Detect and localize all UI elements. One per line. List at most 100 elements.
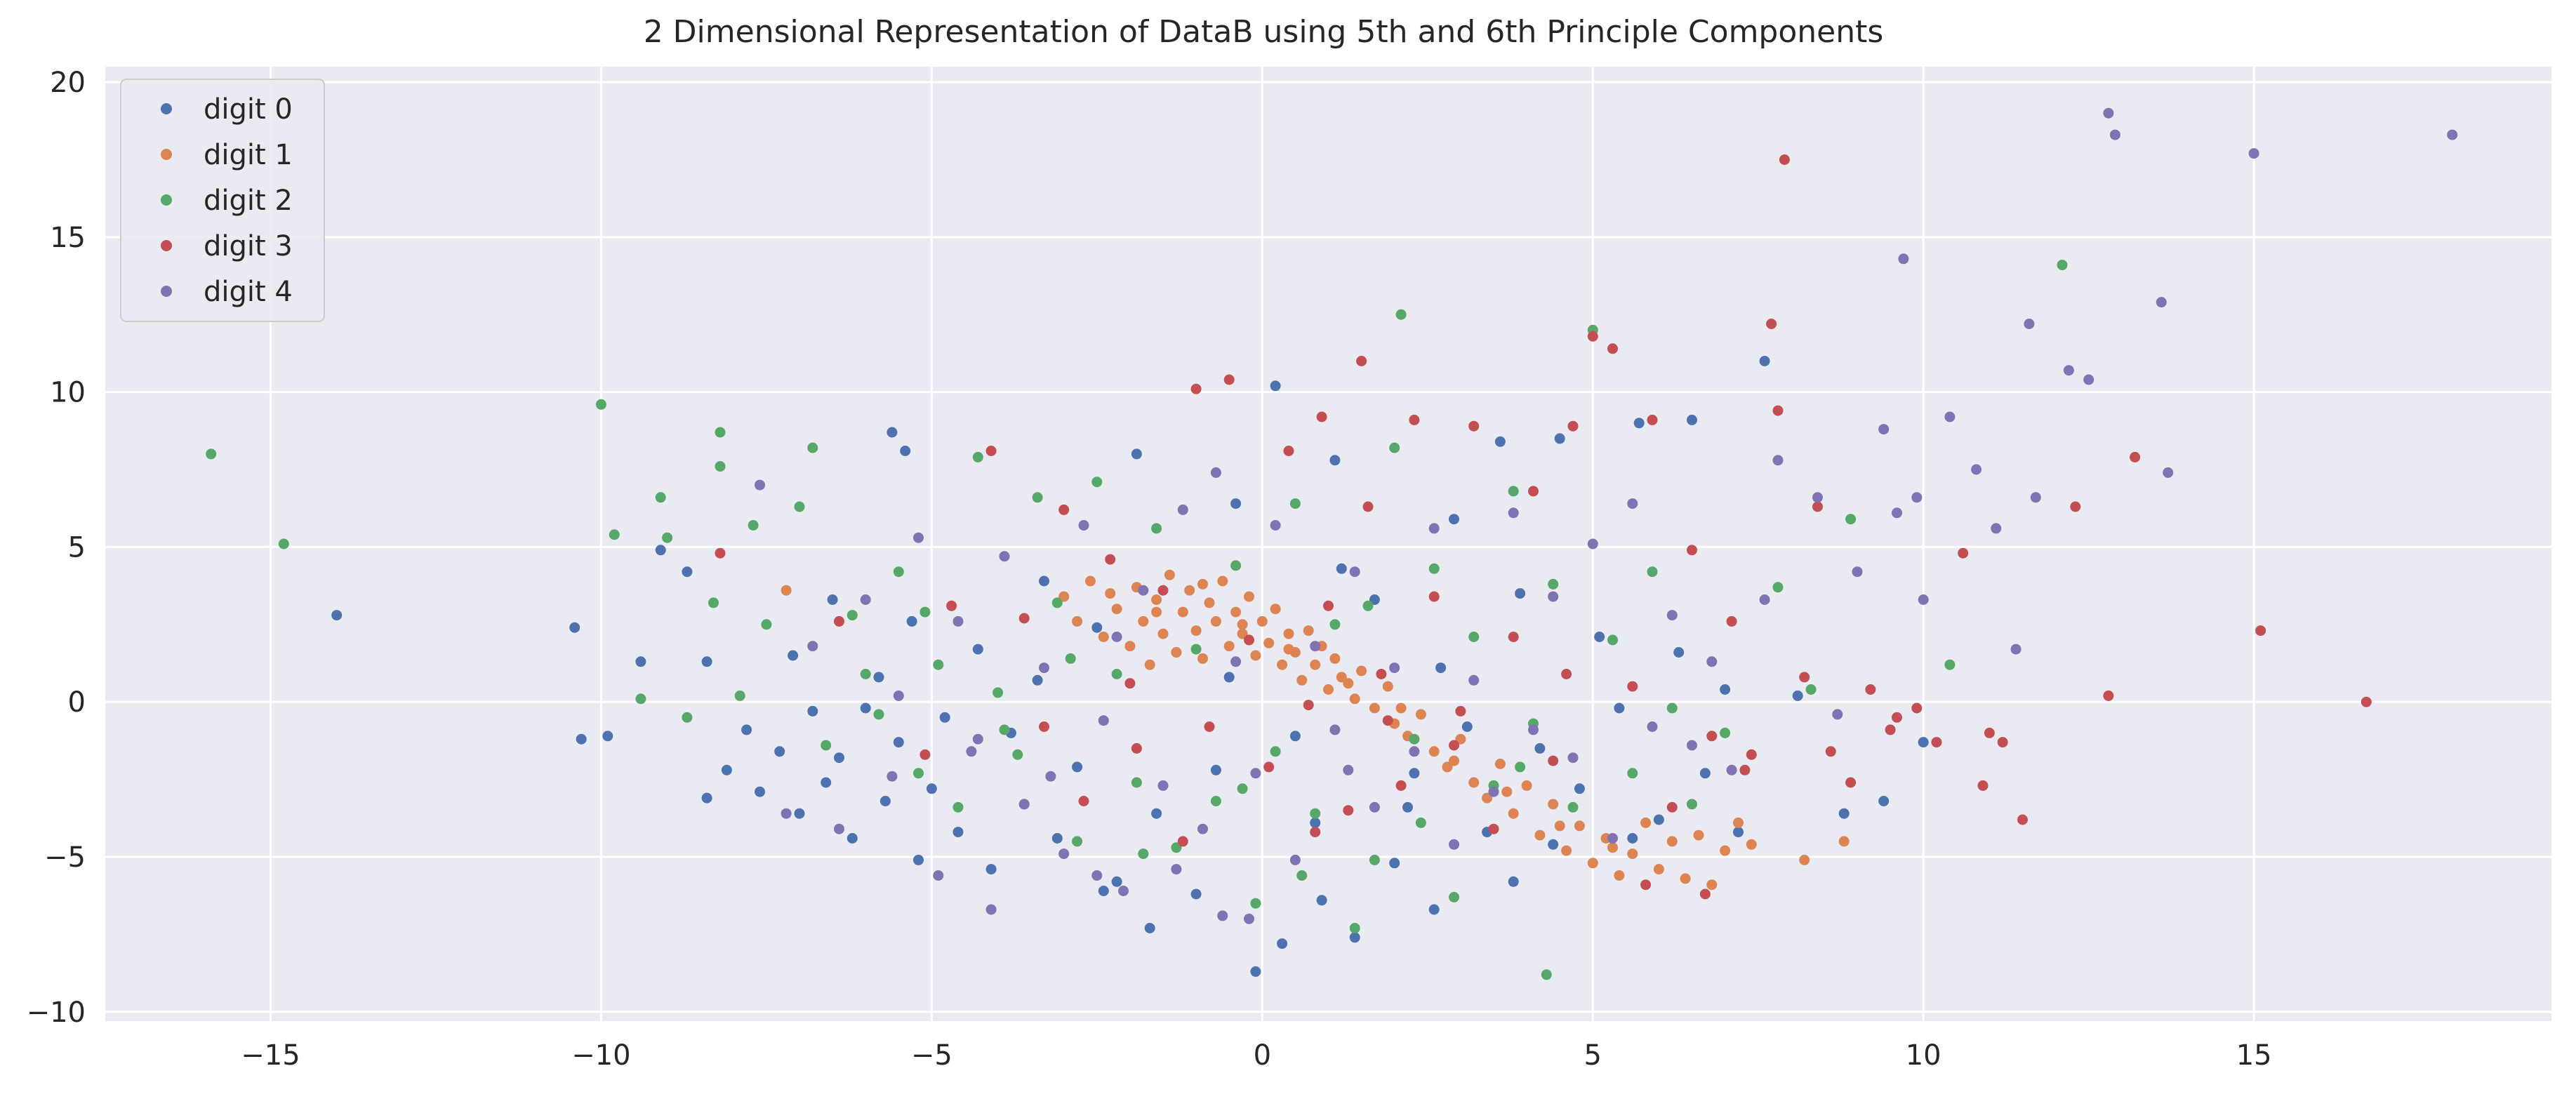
data-point bbox=[2010, 644, 2021, 655]
data-point bbox=[946, 600, 957, 611]
data-point bbox=[972, 733, 983, 745]
data-point bbox=[1449, 891, 1459, 902]
y-tick-label: −5 bbox=[44, 841, 86, 874]
data-point bbox=[1720, 684, 1731, 695]
legend-item[interactable]: digit 2 bbox=[161, 185, 293, 217]
data-point bbox=[1389, 442, 1400, 453]
data-point bbox=[1415, 817, 1426, 828]
data-point bbox=[595, 399, 606, 410]
data-point bbox=[1349, 566, 1360, 578]
data-point bbox=[1561, 669, 1572, 679]
y-tick-label: 10 bbox=[50, 377, 86, 409]
data-point bbox=[1468, 674, 1480, 686]
legend-item[interactable]: digit 1 bbox=[161, 139, 293, 171]
data-point bbox=[952, 827, 964, 838]
data-point bbox=[1283, 628, 1294, 639]
data-point bbox=[1548, 839, 1559, 850]
data-point bbox=[1772, 405, 1784, 416]
data-point bbox=[1395, 702, 1407, 714]
data-point bbox=[893, 566, 904, 578]
data-point bbox=[1362, 600, 1374, 611]
data-point bbox=[1832, 709, 1843, 720]
data-point bbox=[1270, 520, 1281, 531]
data-point bbox=[1468, 632, 1480, 642]
data-point bbox=[1799, 672, 1810, 683]
data-point bbox=[1316, 895, 1327, 906]
data-point bbox=[821, 777, 832, 788]
data-point bbox=[1217, 575, 1228, 587]
data-point bbox=[1733, 827, 1744, 838]
data-point bbox=[1838, 808, 1850, 819]
data-point bbox=[2103, 690, 2114, 701]
data-point bbox=[1885, 724, 1896, 735]
data-point bbox=[1138, 848, 1149, 860]
data-point bbox=[1190, 888, 1202, 900]
data-point bbox=[1356, 356, 1367, 366]
data-point bbox=[1574, 783, 1585, 794]
data-point bbox=[1720, 845, 1731, 856]
data-point bbox=[1065, 653, 1076, 664]
data-point bbox=[1310, 817, 1321, 828]
legend-item[interactable]: digit 4 bbox=[161, 276, 293, 308]
data-point bbox=[999, 551, 1010, 562]
data-point bbox=[1039, 662, 1049, 674]
data-point bbox=[1177, 606, 1188, 618]
data-point bbox=[1098, 886, 1109, 896]
data-point bbox=[701, 792, 712, 804]
legend-item[interactable]: digit 0 bbox=[161, 93, 293, 126]
data-point bbox=[1706, 656, 1718, 667]
legend[interactable]: digit 0 digit 1 digit 2 digit 3 digit 4 bbox=[120, 79, 325, 322]
data-point bbox=[1164, 569, 1175, 580]
data-point bbox=[2156, 297, 2167, 308]
x-tick-label: −15 bbox=[241, 1039, 300, 1072]
data-point bbox=[847, 610, 858, 621]
data-point bbox=[1508, 808, 1519, 819]
data-point bbox=[1720, 727, 1731, 738]
data-point bbox=[985, 446, 997, 456]
data-point bbox=[1746, 749, 1757, 760]
data-point bbox=[781, 585, 792, 596]
data-point bbox=[999, 724, 1010, 735]
legend-marker bbox=[161, 240, 172, 251]
data-point bbox=[1369, 702, 1380, 714]
data-point bbox=[887, 771, 898, 782]
data-point bbox=[1567, 420, 1579, 432]
legend-item[interactable]: digit 3 bbox=[161, 230, 293, 262]
legend-marker bbox=[161, 103, 172, 114]
data-point bbox=[1666, 801, 1678, 813]
data-point bbox=[1283, 446, 1294, 456]
data-point bbox=[1171, 864, 1182, 875]
data-point bbox=[1449, 839, 1459, 850]
data-point bbox=[1666, 610, 1678, 621]
data-point bbox=[1237, 628, 1248, 639]
data-point bbox=[1177, 504, 1188, 515]
data-point bbox=[1428, 591, 1440, 602]
data-point bbox=[1528, 724, 1539, 735]
data-point bbox=[1277, 938, 1288, 950]
data-point bbox=[609, 529, 620, 540]
data-point bbox=[1574, 820, 1585, 832]
data-point bbox=[1138, 615, 1149, 627]
data-point bbox=[1409, 746, 1420, 757]
data-point bbox=[1991, 523, 2002, 534]
series-digit-1 bbox=[781, 569, 1850, 891]
data-point bbox=[1627, 681, 1638, 692]
data-point bbox=[1105, 588, 1116, 599]
data-point bbox=[1250, 768, 1261, 779]
data-point bbox=[1072, 761, 1083, 773]
data-point bbox=[1349, 932, 1360, 943]
data-point bbox=[1171, 647, 1182, 658]
data-point bbox=[1051, 833, 1063, 844]
data-point bbox=[1270, 380, 1281, 392]
y-tick-label: 20 bbox=[50, 67, 86, 99]
data-point bbox=[1435, 662, 1447, 674]
data-point bbox=[952, 615, 964, 627]
data-point bbox=[1409, 768, 1420, 779]
data-point bbox=[985, 904, 997, 915]
data-point bbox=[1244, 591, 1254, 602]
data-point bbox=[933, 870, 944, 881]
data-point bbox=[788, 650, 799, 661]
data-point bbox=[635, 693, 646, 705]
data-point bbox=[1124, 641, 1136, 652]
data-point bbox=[1627, 498, 1638, 509]
